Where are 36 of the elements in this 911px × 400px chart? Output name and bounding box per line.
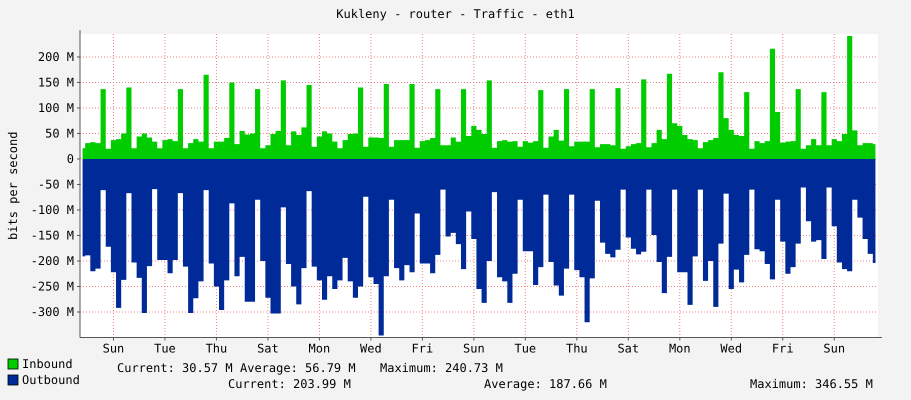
x-tick-label: Wed xyxy=(360,342,382,356)
y-tick-label: -100 M xyxy=(30,202,74,217)
y-tick-label: 100 M xyxy=(38,100,74,115)
chart-title: Kukleny - router - Traffic - eth1 xyxy=(336,7,575,21)
text: Current: 30.57 M xyxy=(117,361,233,375)
y-tick-label: -300 M xyxy=(30,304,74,319)
y-tick-label: 0 xyxy=(66,152,74,166)
x-tick-label: Wed xyxy=(720,342,742,356)
y-tick-label: -250 M xyxy=(30,279,74,294)
legend-label: Outbound xyxy=(22,373,80,387)
text: Maximum: 346.55 M xyxy=(750,377,873,391)
text: Average: 56.79 M xyxy=(240,361,356,375)
y-tick-label: 150 M xyxy=(38,75,74,90)
y-tick-label: -200 M xyxy=(30,254,74,268)
x-tick-label: Sat xyxy=(257,342,279,356)
x-tick-label: Tue xyxy=(154,342,176,356)
y-tick-label: 200 M xyxy=(38,50,74,64)
x-tick-label: Fri xyxy=(412,342,434,356)
x-tick-label: Mon xyxy=(668,342,691,356)
legend-label: Inbound xyxy=(22,357,73,371)
x-tick-label: Sun xyxy=(102,342,124,356)
x-tick-label: Mon xyxy=(308,342,330,356)
y-tick-label: 50 M xyxy=(45,126,74,140)
x-tick-label: Sun xyxy=(463,342,485,356)
y-axis-title: bits per second xyxy=(6,132,20,240)
text: Maximum: 240.73 M xyxy=(380,361,503,375)
text: Average: 187.66 M xyxy=(484,377,607,391)
x-tick-label: Tue xyxy=(514,342,536,356)
x-tick-label: Thu xyxy=(566,342,588,356)
x-tick-label: Sat xyxy=(617,342,640,356)
y-tick-label: -150 M xyxy=(30,228,74,242)
x-tick-label: Thu xyxy=(206,342,228,356)
y-tick-label: -50 M xyxy=(38,177,74,192)
text: Current: 203.99 M xyxy=(228,377,351,391)
x-tick-label: Sun xyxy=(823,342,846,356)
x-tick-label: Fri xyxy=(772,342,794,356)
